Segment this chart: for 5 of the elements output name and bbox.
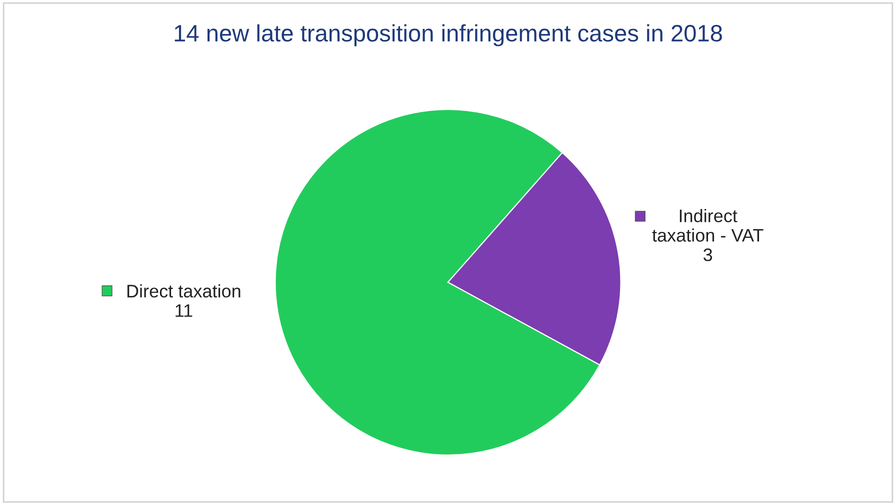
data-label: 3 [704, 248, 712, 262]
legend-label: Direct taxation [127, 284, 240, 298]
chart-title: 14 new late transposition infringement cases in 2018 [174, 24, 722, 46]
data-label: 11 [176, 304, 192, 317]
legend-label: Indirect taxation - VAT [652, 209, 764, 242]
